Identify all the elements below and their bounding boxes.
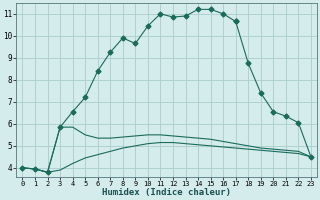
- X-axis label: Humidex (Indice chaleur): Humidex (Indice chaleur): [102, 188, 231, 197]
